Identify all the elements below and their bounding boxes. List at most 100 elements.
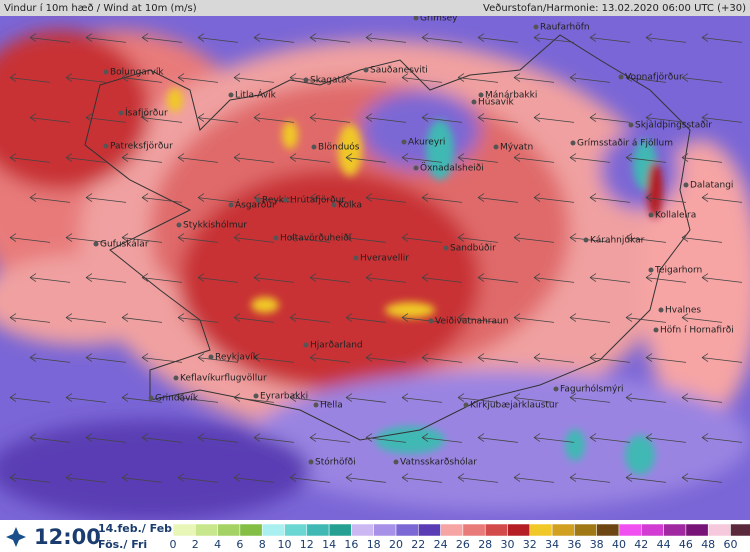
wind-arrow bbox=[29, 353, 71, 363]
legend-tick-label: 22 bbox=[411, 538, 425, 551]
wind-arrow bbox=[645, 193, 687, 203]
wind-arrow bbox=[141, 273, 183, 283]
wind-arrow bbox=[141, 33, 183, 43]
station-label: Stórhöfði bbox=[315, 457, 356, 468]
wind-arrow bbox=[309, 273, 351, 283]
station-dot bbox=[478, 92, 484, 98]
wind-arrow bbox=[569, 73, 611, 83]
station-label: Hella bbox=[320, 401, 343, 411]
station-dot bbox=[553, 386, 559, 392]
legend-swatch bbox=[507, 523, 531, 537]
legend-swatch bbox=[551, 523, 575, 537]
station-label: Sandbúðir bbox=[450, 244, 496, 254]
wind-arrow bbox=[197, 113, 239, 123]
wind-arrow bbox=[625, 233, 667, 243]
wind-arrow bbox=[701, 433, 743, 443]
wind-arrow bbox=[309, 353, 351, 363]
wind-field bbox=[0, 30, 750, 520]
station-dot bbox=[648, 267, 654, 273]
station-dot bbox=[653, 327, 659, 333]
wind-arrow bbox=[197, 433, 239, 443]
wind-arrow bbox=[569, 313, 611, 323]
station-dot bbox=[331, 202, 337, 208]
legend-swatch bbox=[239, 523, 263, 537]
wind-arrow bbox=[401, 473, 443, 483]
wind-arrow bbox=[233, 473, 275, 483]
legend-swatch bbox=[418, 523, 441, 537]
wind-arrow bbox=[457, 313, 499, 323]
header-title: Vindur í 10m hæð / Wind at 10m (m/s) bbox=[4, 2, 197, 14]
wind-arrow bbox=[477, 273, 519, 283]
station-label: Akureyri bbox=[408, 138, 445, 148]
wind-arrow bbox=[177, 153, 219, 163]
station-label: Grímsstaðir á Fjöllum bbox=[577, 139, 673, 149]
legend-swatch bbox=[172, 523, 196, 537]
legend-swatch bbox=[217, 523, 241, 537]
legend-swatch bbox=[641, 523, 664, 537]
wind-arrow bbox=[121, 73, 163, 83]
legend-swatch bbox=[730, 523, 750, 537]
wind-arrow bbox=[85, 273, 127, 283]
wind-arrow bbox=[645, 33, 687, 43]
wind-arrow bbox=[309, 113, 351, 123]
wind-arrow bbox=[421, 113, 463, 123]
wind-arrow bbox=[9, 313, 51, 323]
wind-arrow bbox=[9, 73, 51, 83]
legend-tick-label: 16 bbox=[344, 538, 358, 551]
wind-arrow bbox=[681, 313, 723, 323]
legend-tick-label: 6 bbox=[236, 538, 243, 551]
station-label: Blönduós bbox=[318, 142, 360, 153]
legend-swatch bbox=[440, 523, 464, 537]
wind-arrow bbox=[9, 233, 51, 243]
wind-arrow bbox=[289, 313, 331, 323]
wind-arrow bbox=[681, 233, 723, 243]
wind-arrow bbox=[197, 193, 239, 203]
wind-arrow bbox=[421, 193, 463, 203]
wind-arrow bbox=[365, 113, 407, 123]
station-label: Mánárbakki bbox=[485, 91, 537, 101]
wind-arrow bbox=[289, 73, 331, 83]
station-label: Hvalnes bbox=[665, 306, 701, 316]
station-label: Grindavík bbox=[155, 394, 199, 404]
wind-arrow bbox=[477, 353, 519, 363]
station-dot bbox=[173, 375, 179, 381]
wind-arrow bbox=[253, 113, 295, 123]
wind-arrow bbox=[569, 393, 611, 403]
legend-swatch bbox=[284, 523, 308, 537]
wind-arrow bbox=[701, 33, 743, 43]
station-dot bbox=[413, 165, 419, 171]
station-dot bbox=[208, 354, 214, 360]
wind-arrow bbox=[121, 473, 163, 483]
station-dot bbox=[176, 222, 182, 228]
wind-arrow bbox=[401, 73, 443, 83]
wind-arrow bbox=[85, 433, 127, 443]
wind-arrow bbox=[197, 353, 239, 363]
wind-arrow bbox=[645, 353, 687, 363]
wind-arrow bbox=[233, 73, 275, 83]
station-label: Húsavík bbox=[478, 98, 515, 108]
wind-arrow bbox=[533, 273, 575, 283]
wind-arrow bbox=[177, 393, 219, 403]
wind-arrow bbox=[681, 153, 723, 163]
logo bbox=[6, 527, 26, 547]
wind-arrow bbox=[309, 433, 351, 443]
wind-arrow bbox=[589, 113, 631, 123]
station-dot bbox=[393, 459, 399, 465]
station-dot bbox=[443, 245, 449, 251]
station-label: Gufuskálar bbox=[100, 240, 149, 250]
legend-tick-label: 8 bbox=[259, 538, 266, 551]
wind-arrow bbox=[477, 433, 519, 443]
station-dot bbox=[658, 307, 664, 313]
wind-arrow bbox=[457, 153, 499, 163]
wind-arrow bbox=[141, 433, 183, 443]
wind-arrow bbox=[625, 73, 667, 83]
wind-arrow bbox=[309, 33, 351, 43]
wind-arrow bbox=[345, 393, 387, 403]
wind-arrow bbox=[681, 393, 723, 403]
wind-arrow bbox=[345, 73, 387, 83]
station-label: Patreksfjörður bbox=[110, 142, 173, 152]
wind-arrow bbox=[177, 473, 219, 483]
station-label: Reykjavík bbox=[215, 353, 259, 363]
stations: Grímsey Raufarhöfn Bolungarvík Skagatá Sauða… bbox=[93, 14, 734, 468]
